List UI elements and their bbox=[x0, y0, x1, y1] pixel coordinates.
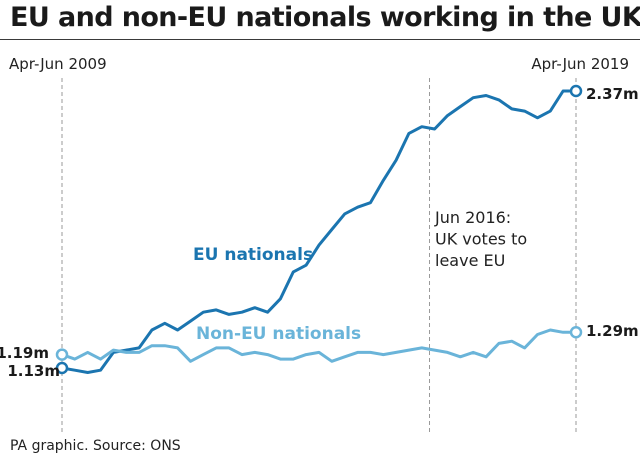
non-eu-start-value-label: 1.19m bbox=[0, 344, 49, 362]
x-end-label: Apr-Jun 2019 bbox=[531, 55, 629, 73]
x-start-label: Apr-Jun 2009 bbox=[9, 55, 107, 73]
eu-start-marker bbox=[55, 361, 69, 375]
eu-end-value-label: 2.37m bbox=[586, 85, 639, 103]
annotation-line-1: Jun 2016: bbox=[434, 208, 511, 227]
non-eu-end-marker bbox=[569, 326, 583, 339]
non-eu-end-value-label: 1.29m bbox=[586, 322, 639, 340]
annotation-line-2: UK votes to bbox=[435, 230, 527, 249]
annotation-line-3: leave EU bbox=[435, 251, 505, 270]
non-eu-series-label: Non-EU nationals bbox=[196, 324, 361, 344]
eu-start-value-label: 1.13m bbox=[7, 362, 60, 380]
title-rule bbox=[0, 39, 640, 40]
chart-title: EU and non-EU nationals working in the U… bbox=[10, 2, 640, 33]
source-note: PA graphic. Source: ONS bbox=[10, 438, 181, 454]
eu-end-marker bbox=[569, 84, 583, 98]
eu-series-line bbox=[60, 89, 578, 374]
non-eu-start-marker bbox=[55, 348, 69, 361]
eu-series-label: EU nationals bbox=[193, 245, 313, 265]
non-eu-series-line bbox=[60, 328, 578, 363]
